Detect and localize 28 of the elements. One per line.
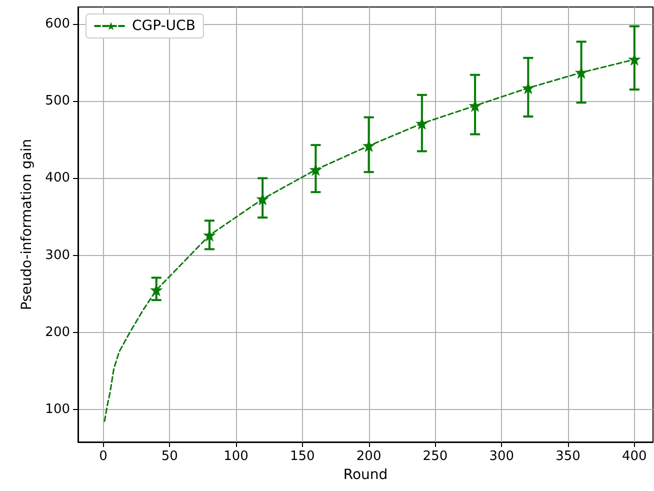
x-tick-label: 250: [422, 449, 448, 464]
y-tick-label: 600: [45, 16, 70, 32]
point: [310, 164, 322, 176]
x-tick-label: 200: [356, 449, 382, 464]
x-tick-label: 50: [161, 449, 178, 464]
x-tick-label: 150: [290, 449, 315, 464]
point: [257, 194, 268, 205]
y-tick-label: 100: [45, 402, 70, 418]
point: [470, 100, 481, 112]
y-tick-label: 300: [45, 248, 70, 263]
x-tick-label: 300: [489, 449, 514, 464]
point: [522, 82, 534, 94]
x-tick-label: 350: [556, 449, 580, 464]
point: [416, 118, 428, 129]
point: [150, 284, 162, 296]
y-tick-label: 500: [45, 94, 70, 109]
point: [363, 140, 374, 152]
y-tick-label: 400: [45, 170, 70, 186]
point: [628, 54, 640, 65]
x-tick-label: 100: [224, 449, 248, 464]
y-tick-label: 200: [45, 324, 70, 340]
point: [576, 67, 587, 78]
y-axis-title: Pseudo-information gain: [19, 138, 35, 310]
point: [204, 230, 215, 241]
x-tick-label: 0: [99, 449, 108, 464]
x-axis-title: Round: [343, 467, 388, 483]
x-tick-label: 400: [622, 449, 647, 464]
legend-label: CGP-UCB: [132, 18, 196, 34]
